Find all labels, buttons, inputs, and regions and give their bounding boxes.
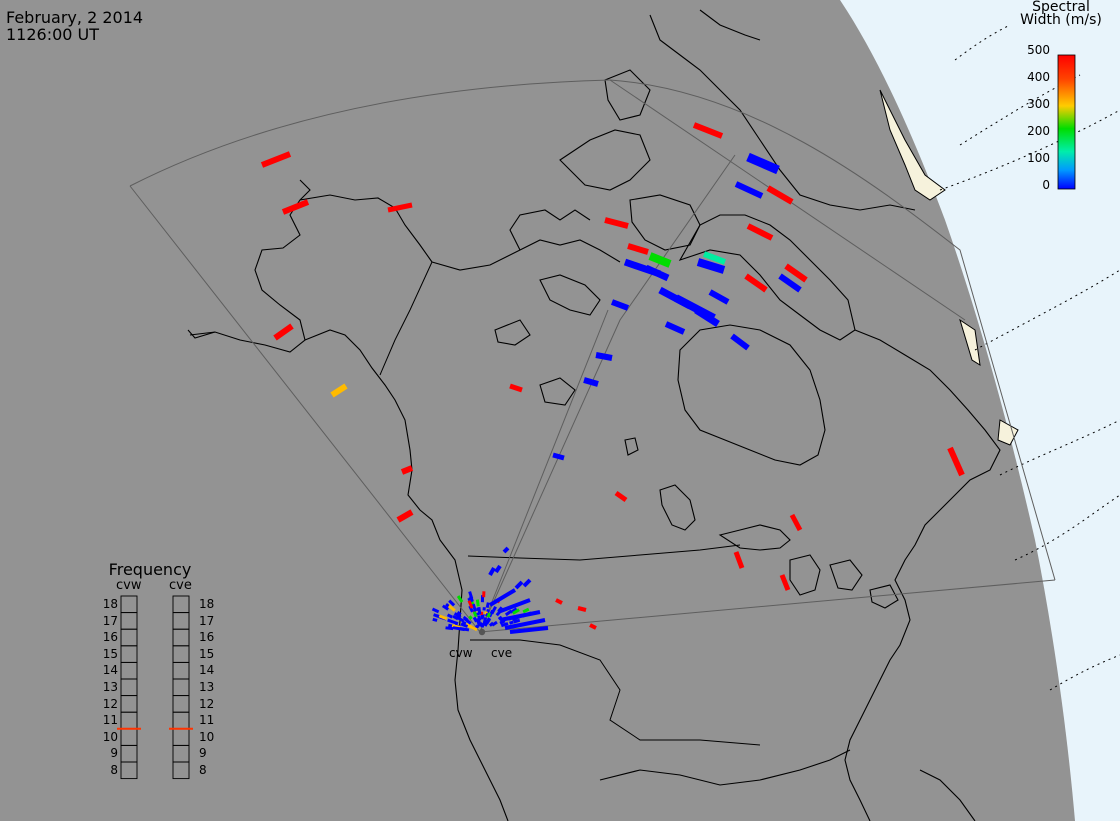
frequency-level-label: 8: [199, 764, 221, 776]
colorbar-tick-label: 0: [1010, 179, 1050, 191]
frequency-left-label: cvw: [116, 578, 141, 593]
frequency-right-label: cve: [169, 578, 192, 593]
colorbar-title-line2: Width (m/s): [1006, 13, 1116, 28]
frequency-level-label: 8: [96, 764, 118, 776]
echo-cell: [446, 628, 454, 629]
echo-cell: [477, 600, 478, 607]
spectral-width-colorbar: [1058, 55, 1075, 189]
frequency-title: Frequency: [95, 560, 205, 579]
frequency-level-label: 14: [199, 664, 221, 676]
frequency-level-label: 11: [199, 714, 221, 726]
radar-label-east: cve: [491, 646, 512, 660]
date-label: February, 2 2014: [6, 9, 143, 26]
echo-cell: [448, 615, 453, 617]
frequency-level-label: 11: [96, 714, 118, 726]
colorbar-tick-label: 200: [1010, 125, 1050, 137]
radar-site-marker: [479, 629, 485, 635]
frequency-level-label: 10: [96, 731, 118, 743]
echo-cell: [578, 608, 586, 610]
echo-cell: [514, 620, 520, 622]
echo-cell: [460, 629, 465, 630]
frequency-level-label: 17: [96, 615, 118, 627]
echo-cell: [476, 625, 478, 628]
time-label: 1126:00 UT: [6, 26, 99, 43]
frequency-level-label: 13: [96, 681, 118, 693]
echo-cell: [590, 625, 596, 628]
frequency-level-label: 9: [96, 747, 118, 759]
echo-cell: [469, 616, 471, 619]
frequency-level-label: 14: [96, 664, 118, 676]
colorbar-tick-label: 100: [1010, 152, 1050, 164]
echo-cell: [501, 623, 508, 625]
echo-cell: [488, 613, 490, 617]
frequency-level-label: 18: [96, 598, 118, 610]
echo-cell: [433, 619, 437, 620]
frequency-level-label: 10: [199, 731, 221, 743]
echo-cell: [479, 607, 480, 614]
echo-cell: [473, 604, 475, 611]
echo-cell: [510, 622, 514, 623]
echo-cell: [487, 603, 488, 608]
radar-label-west: cvw: [449, 646, 473, 660]
echo-cell: [474, 617, 476, 621]
frequency-level-label: 15: [96, 648, 118, 660]
frequency-level-label: 12: [199, 698, 221, 710]
frequency-level-label: 18: [199, 598, 221, 610]
frequency-level-label: 16: [96, 631, 118, 643]
echo-cell: [553, 455, 564, 458]
echo-cell: [478, 618, 479, 623]
echo-cell: [402, 468, 412, 472]
frequency-level-label: 9: [199, 747, 221, 759]
frequency-level-label: 16: [199, 631, 221, 643]
frequency-level-label: 17: [199, 615, 221, 627]
frequency-level-label: 13: [199, 681, 221, 693]
colorbar-tick-label: 500: [1010, 44, 1050, 56]
frequency-level-label: 15: [199, 648, 221, 660]
echo-cell: [504, 548, 508, 552]
colorbar-tick-label: 300: [1010, 98, 1050, 110]
echo-cell: [596, 355, 612, 358]
colorbar-tick-label: 400: [1010, 71, 1050, 83]
echo-cell: [584, 380, 598, 384]
echo-cell: [484, 618, 486, 624]
echo-cell: [474, 612, 476, 617]
echo-cell: [462, 622, 465, 624]
echo-cell: [446, 604, 449, 606]
echo-cell: [556, 600, 562, 603]
frequency-level-label: 12: [96, 698, 118, 710]
